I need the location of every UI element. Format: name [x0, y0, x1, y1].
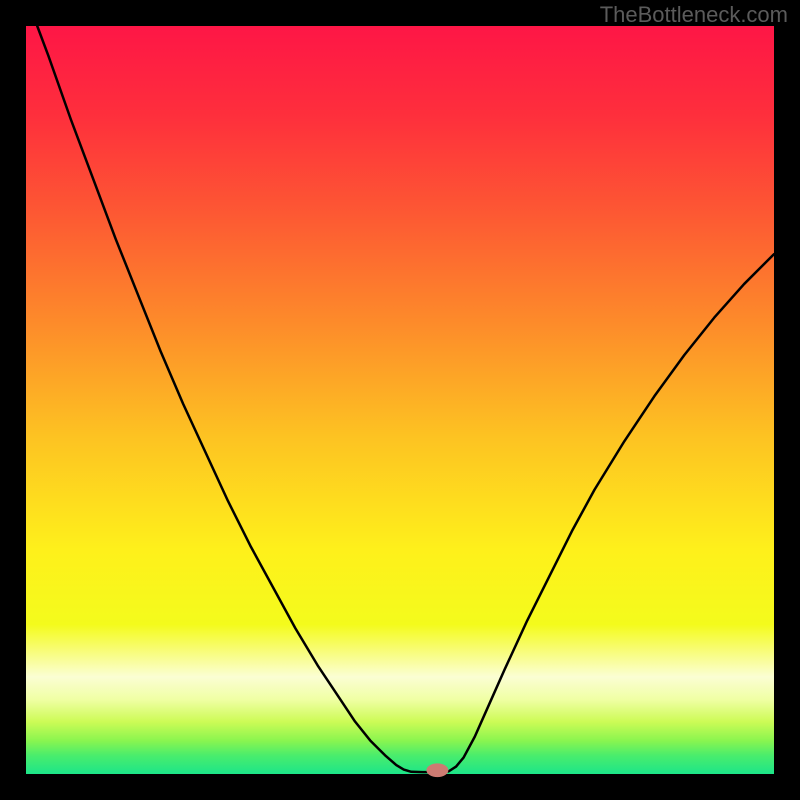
- chart-svg: [0, 0, 800, 800]
- minimum-marker: [427, 764, 448, 777]
- plot-background-gradient: [26, 26, 774, 774]
- watermark-text: TheBottleneck.com: [600, 2, 788, 28]
- chart-container: { "watermark": { "text": "TheBottleneck.…: [0, 0, 800, 800]
